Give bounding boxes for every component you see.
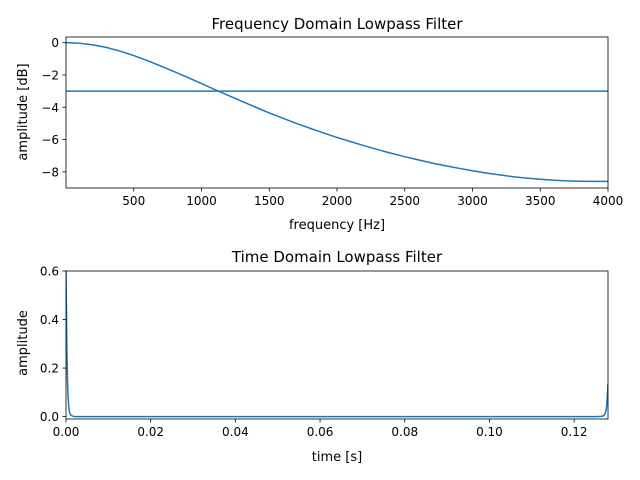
time-y-tick-label: 0.0 xyxy=(40,410,59,424)
frequency-y-tick-label: −4 xyxy=(41,101,59,115)
frequency-chart: Frequency Domain Lowpass Filter 500 1000 1… xyxy=(16,15,623,233)
time-plot-area xyxy=(65,270,609,420)
time-chart: Time Domain Lowpass Filter 0.00 0.02 0.04 0… xyxy=(16,248,609,465)
time-x-tick-label: 0.12 xyxy=(561,425,588,439)
frequency-x-tick-label: 2000 xyxy=(322,194,353,208)
frequency-chart-title: Frequency Domain Lowpass Filter xyxy=(211,15,463,33)
frequency-x-tick-label: 500 xyxy=(122,194,145,208)
frequency-x-tick-label: 3500 xyxy=(525,194,556,208)
time-chart-title: Time Domain Lowpass Filter xyxy=(231,248,443,266)
frequency-y-tick-label: −8 xyxy=(41,165,59,179)
time-x-ticks: 0.00 0.02 0.04 0.06 0.08 0.10 0.12 xyxy=(53,419,588,439)
time-x-tick-label: 0.08 xyxy=(391,425,418,439)
time-series-line-0 xyxy=(66,271,608,418)
time-x-tick-label: 0.06 xyxy=(307,425,334,439)
time-y-tick-label: 0.4 xyxy=(40,313,59,327)
frequency-y-ticks: 0 −2 −4 −6 −8 xyxy=(41,36,66,179)
time-x-tick-label: 0.10 xyxy=(476,425,503,439)
time-x-axis-label: time [s] xyxy=(312,450,362,465)
time-x-tick-label: 0.00 xyxy=(53,425,80,439)
time-y-tick-label: 0.6 xyxy=(40,265,59,279)
time-y-axis-label: amplitude xyxy=(16,310,31,376)
time-y-ticks: 0.0 0.2 0.4 0.6 xyxy=(40,265,66,424)
frequency-x-tick-label: 3000 xyxy=(457,194,488,208)
frequency-x-tick-label: 2500 xyxy=(389,194,420,208)
frequency-y-tick-label: −2 xyxy=(41,68,59,82)
frequency-x-tick-label: 4000 xyxy=(593,194,624,208)
frequency-y-axis-label: amplitude [dB] xyxy=(16,63,31,160)
time-axes-frame xyxy=(65,270,609,420)
frequency-y-tick-label: 0 xyxy=(51,36,59,50)
frequency-x-ticks: 500 1000 1500 2000 2500 3000 3500 4000 xyxy=(122,188,623,208)
frequency-y-tick-label: −6 xyxy=(41,133,59,147)
time-x-tick-label: 0.04 xyxy=(222,425,249,439)
frequency-x-tick-label: 1500 xyxy=(254,194,285,208)
time-x-tick-label: 0.02 xyxy=(137,425,164,439)
frequency-x-tick-label: 1000 xyxy=(186,194,217,208)
frequency-x-axis-label: frequency [Hz] xyxy=(289,218,385,233)
time-y-tick-label: 0.2 xyxy=(40,362,59,376)
frequency-series-line-0 xyxy=(66,41,608,183)
